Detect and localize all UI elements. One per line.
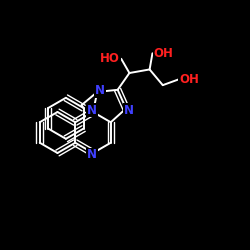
Text: HO: HO xyxy=(100,52,120,65)
Text: N: N xyxy=(87,148,97,162)
Text: N: N xyxy=(124,104,134,117)
Text: N: N xyxy=(95,84,105,97)
Text: N: N xyxy=(87,104,97,117)
Text: OH: OH xyxy=(154,47,174,60)
Text: OH: OH xyxy=(180,73,199,86)
